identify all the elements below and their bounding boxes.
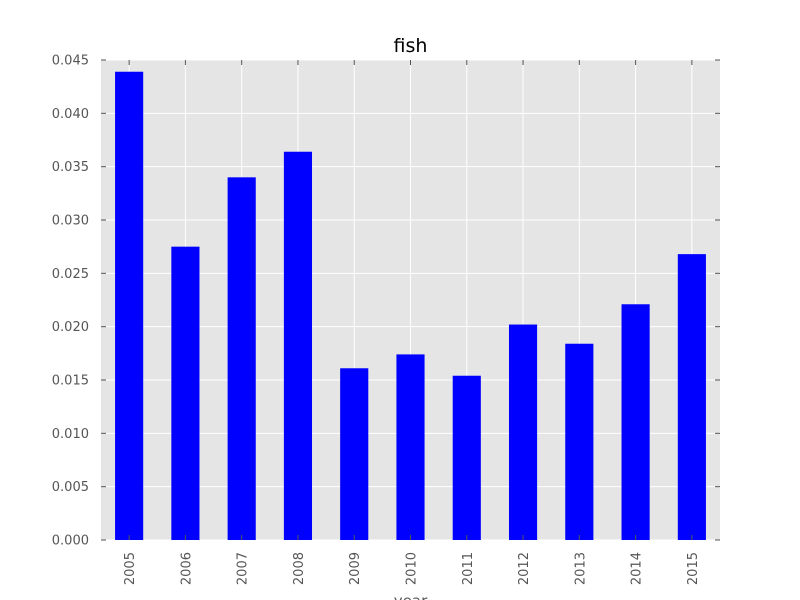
chart-title: fish — [394, 35, 428, 57]
x-tick-label: 2009 — [348, 552, 363, 585]
y-tick-label: 0.025 — [52, 267, 89, 282]
x-tick-label: 2014 — [630, 552, 645, 585]
x-tick-label: 2015 — [686, 552, 701, 585]
bar-2011 — [452, 375, 481, 540]
bar-2006 — [171, 246, 200, 540]
y-tick-label: 0.000 — [52, 534, 89, 549]
bar-2010 — [396, 354, 425, 540]
y-tick-label: 0.035 — [52, 160, 89, 175]
bar-2009 — [340, 368, 369, 540]
y-tick-labels: 0.000 0.005 0.010 0.015 0.020 0.025 0.030 0.035… — [52, 54, 89, 549]
bar-2014 — [621, 304, 650, 540]
y-tick-label: 0.020 — [52, 320, 89, 335]
y-tick-label: 0.010 — [52, 427, 89, 442]
x-tick-labels: 2005 2006 2007 2008 2009 2010 2011 2012 2013 2014… — [123, 552, 701, 585]
x-tick-label: 2013 — [573, 552, 588, 585]
x-tick-label: 2005 — [123, 552, 138, 585]
x-axis-label: year — [394, 592, 428, 600]
axis-ticks — [101, 59, 720, 541]
y-tick-label: 0.030 — [52, 214, 89, 229]
x-tick-label: 2010 — [405, 552, 420, 585]
x-tick-label: 2007 — [236, 552, 251, 585]
bar-2015 — [677, 254, 706, 540]
bar-2005 — [115, 71, 144, 540]
x-tick-label: 2011 — [461, 552, 476, 585]
bars — [115, 71, 706, 541]
y-tick-label: 0.005 — [52, 480, 89, 495]
y-tick-label: 0.045 — [52, 54, 89, 69]
y-tick-label: 0.040 — [52, 107, 89, 122]
x-tick-label: 2008 — [292, 552, 307, 585]
y-tick-label: 0.015 — [52, 374, 89, 389]
bar-2008 — [283, 151, 313, 540]
x-tick-label: 2006 — [179, 552, 194, 585]
bar-2013 — [565, 343, 594, 540]
x-tick-label: 2012 — [517, 552, 532, 585]
bar-2007 — [227, 177, 256, 541]
bar-2012 — [508, 324, 538, 540]
